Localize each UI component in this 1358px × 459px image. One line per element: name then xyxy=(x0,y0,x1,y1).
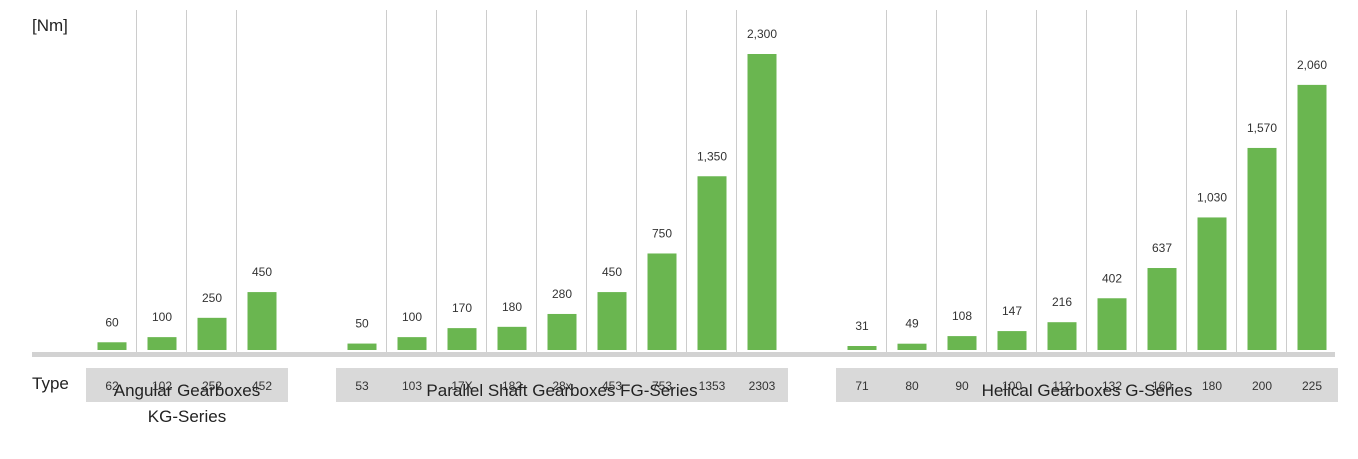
bar xyxy=(147,337,177,350)
bar xyxy=(197,317,227,350)
data-label: 637 xyxy=(1152,241,1172,255)
bar xyxy=(597,292,627,350)
data-label: 1,570 xyxy=(1247,121,1277,135)
bar xyxy=(97,342,127,350)
bar xyxy=(347,343,377,350)
data-label: 402 xyxy=(1102,271,1122,285)
type-label: 200 xyxy=(1252,379,1272,393)
data-label: 280 xyxy=(552,287,572,301)
type-label: 452 xyxy=(252,379,272,393)
type-label: 100 xyxy=(1002,379,1022,393)
data-label: 108 xyxy=(952,309,972,323)
bar xyxy=(997,331,1027,350)
type-label: 90 xyxy=(955,379,969,393)
bar xyxy=(447,328,477,350)
data-label: 1,030 xyxy=(1197,190,1227,204)
type-label: 2303 xyxy=(749,379,776,393)
type-label: 28x xyxy=(552,379,571,393)
type-label: 112 xyxy=(1052,379,1071,393)
bar xyxy=(1147,268,1177,350)
data-label: 2,060 xyxy=(1297,58,1327,72)
group-label-parallel: Parallel Shaft Gearboxes FG-Series xyxy=(336,378,788,404)
data-label: 450 xyxy=(252,265,272,279)
bar xyxy=(847,346,877,350)
group-label-line: Angular Gearboxes xyxy=(113,381,261,400)
type-label: 252 xyxy=(202,379,222,393)
type-box xyxy=(86,368,288,402)
data-label: 49 xyxy=(905,317,919,331)
data-label: 147 xyxy=(1002,304,1022,318)
data-label: 50 xyxy=(355,317,369,331)
bar xyxy=(947,336,977,350)
bar xyxy=(697,176,727,350)
type-label: 102 xyxy=(152,379,172,393)
type-label: 182 xyxy=(502,379,522,393)
type-box xyxy=(336,368,788,402)
data-label: 100 xyxy=(152,310,172,324)
type-label: 160 xyxy=(1152,379,1172,393)
group-label-line: KG-Series xyxy=(147,407,227,426)
group-label-line: Parallel Shaft Gearboxes FG-Series xyxy=(426,381,698,400)
group-label-line: Helical Gearboxes G-Series xyxy=(981,381,1193,400)
bar xyxy=(547,313,577,350)
type-box xyxy=(836,368,1338,402)
type-label: 80 xyxy=(905,379,919,393)
type-label: 53 xyxy=(355,379,369,393)
x-axis-line xyxy=(32,352,1335,357)
type-label: 71 xyxy=(855,379,869,393)
type-label: 132 xyxy=(1102,379,1122,393)
data-label: 100 xyxy=(402,310,422,324)
type-label: 453 xyxy=(602,379,622,393)
type-label: 180 xyxy=(1202,379,1222,393)
data-label: 31 xyxy=(855,319,869,333)
type-label: 62 xyxy=(105,379,119,393)
bar xyxy=(1247,147,1277,350)
bar xyxy=(497,326,527,350)
bar xyxy=(1047,322,1077,350)
type-row-label: Type xyxy=(32,374,69,393)
group-label-helical: Helical Gearboxes G-Series xyxy=(836,378,1338,404)
type-label: 103 xyxy=(402,379,422,393)
group-label-angular: Angular Gearboxes KG-Series xyxy=(86,378,288,430)
data-label: 216 xyxy=(1052,295,1072,309)
data-label: 750 xyxy=(652,226,672,240)
bar xyxy=(897,343,927,350)
bar xyxy=(1197,217,1227,350)
data-label: 1,350 xyxy=(697,149,727,163)
type-label: 753 xyxy=(652,379,672,393)
data-label: 450 xyxy=(602,265,622,279)
type-label: 1353 xyxy=(699,379,726,393)
bar xyxy=(1297,84,1327,350)
data-label: 180 xyxy=(502,300,522,314)
data-label: 2,300 xyxy=(747,27,777,41)
bar xyxy=(247,292,277,350)
data-label: 170 xyxy=(452,301,472,315)
type-label: 17X xyxy=(451,379,472,393)
bar xyxy=(647,253,677,350)
type-label: 225 xyxy=(1302,379,1322,393)
bar xyxy=(1097,298,1127,350)
y-axis-unit-label: [Nm] xyxy=(32,16,68,35)
data-label: 250 xyxy=(202,291,222,305)
bar xyxy=(747,54,777,350)
data-label: 60 xyxy=(105,315,119,329)
bar xyxy=(397,337,427,350)
